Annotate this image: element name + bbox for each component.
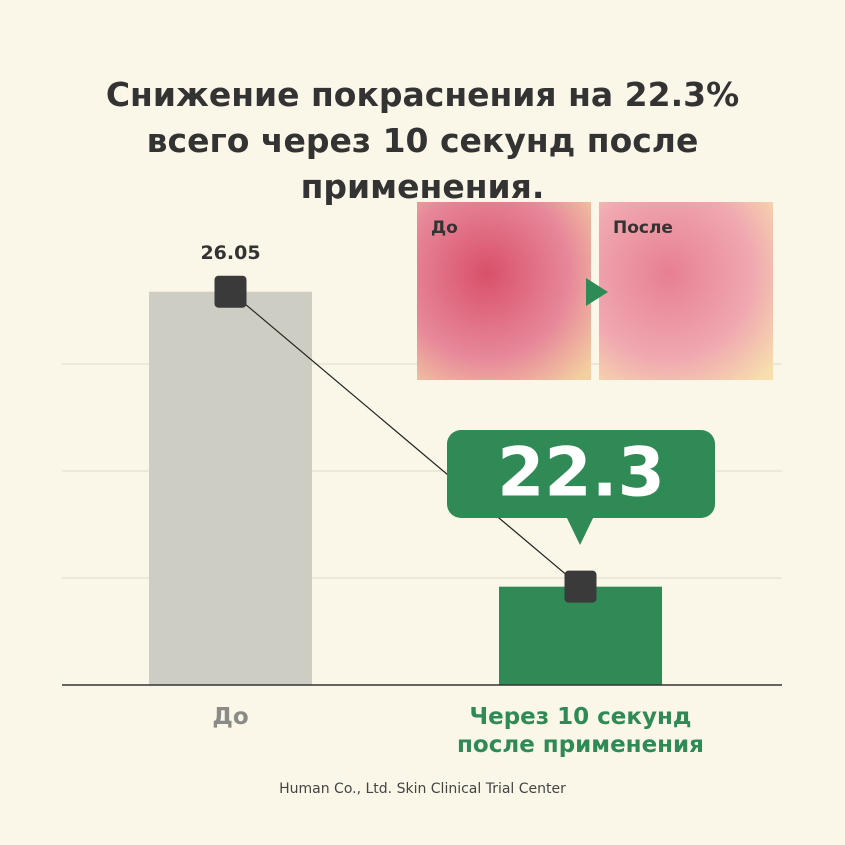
source: Human Co., Ltd. Skin Clinical Trial Cent… <box>279 781 566 797</box>
before-photo <box>417 202 591 380</box>
callout <box>447 430 715 518</box>
callout-pointer <box>566 516 594 545</box>
bar <box>499 586 662 685</box>
photo-label: До <box>431 218 458 238</box>
bar <box>149 291 312 685</box>
connector <box>230 291 581 588</box>
chart-title: Снижение покраснения на 22.3% всего чере… <box>105 75 740 206</box>
value-label: 22.3 <box>497 434 665 513</box>
x-tick-label: До <box>212 704 249 730</box>
arrow <box>586 278 608 306</box>
after-photo <box>599 202 773 380</box>
marker <box>214 275 247 308</box>
value-label: 26.05 <box>200 242 260 264</box>
marker <box>564 570 597 603</box>
photo-label: После <box>613 218 673 238</box>
x-tick-label: Через 10 секунд после применения <box>457 704 704 758</box>
